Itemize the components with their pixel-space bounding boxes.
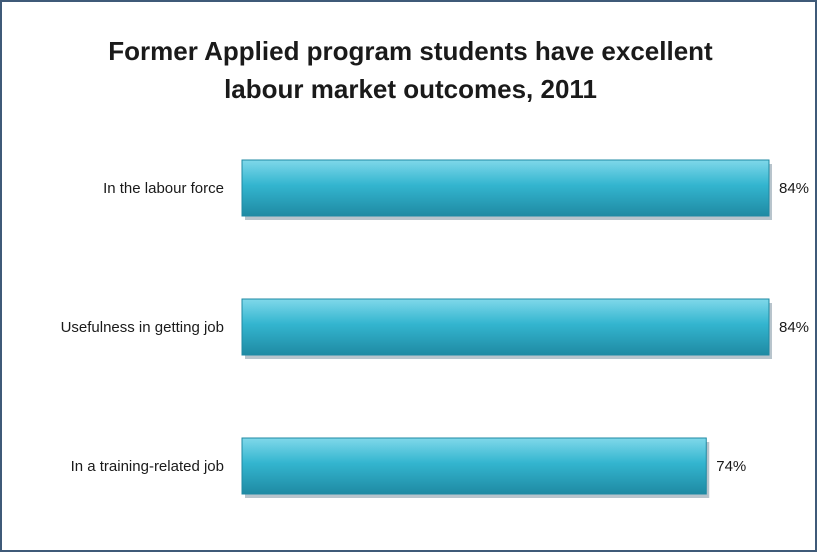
bar-0: [241, 159, 770, 217]
category-label-0: In the labour force: [103, 180, 224, 197]
value-label-2: 74%: [716, 458, 746, 475]
category-label-2: In a training-related job: [71, 458, 224, 475]
chart-title-line-1: Former Applied program students have exc…: [108, 36, 713, 66]
value-label-0: 84%: [779, 180, 809, 197]
chart-title: Former Applied program students have exc…: [2, 32, 817, 108]
bar-1: [241, 298, 770, 356]
chart-title-line-2: labour market outcomes, 2011: [224, 74, 597, 104]
value-label-1: 84%: [779, 319, 809, 336]
category-label-1: Usefulness in getting job: [61, 319, 224, 336]
bar-2: [241, 437, 707, 495]
